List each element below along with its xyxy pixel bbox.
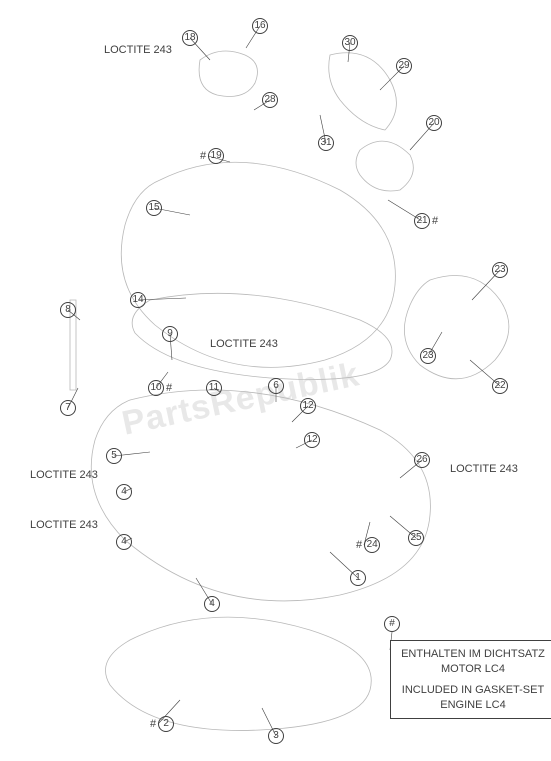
- callout-1: 1: [350, 570, 366, 586]
- callout-24: #24: [356, 537, 380, 553]
- note-line-1: ENTHALTEN IM DICHTSATZ: [401, 647, 545, 662]
- gasket-note-box: ENTHALTEN IM DICHTSATZ MOTOR LC4 INCLUDE…: [390, 640, 551, 719]
- callout-5: 5: [106, 448, 122, 464]
- callout-29: 29: [396, 58, 412, 74]
- callout-4: 4: [116, 484, 132, 500]
- label-loctite-4b: LOCTITE 243: [30, 520, 98, 531]
- note-line-2: MOTOR LC4: [401, 662, 545, 677]
- callout-19: #19: [200, 148, 224, 164]
- callout-10: 10#: [148, 380, 174, 396]
- callout-3: 3: [268, 728, 284, 744]
- callout-7: 7: [60, 400, 76, 416]
- label-loctite-26: LOCTITE 243: [450, 464, 518, 475]
- callout-11: 11: [206, 380, 222, 396]
- label-loctite-4a: LOCTITE 243: [30, 470, 98, 481]
- callout-6: 6: [268, 378, 284, 394]
- callout-23: 23: [492, 262, 508, 278]
- callout-18: 18: [182, 30, 198, 46]
- callout-20: 20: [426, 115, 442, 131]
- callout-25: 25: [408, 530, 424, 546]
- callout-14: 14: [130, 292, 146, 308]
- callout-12: 12: [304, 432, 320, 448]
- callout-12: 12: [300, 398, 316, 414]
- hash-marker: #: [384, 616, 400, 632]
- callout-21: 21#: [414, 213, 440, 229]
- callout-16: 16: [252, 18, 268, 34]
- callout-30: 30: [342, 35, 358, 51]
- callout-4: 4: [116, 534, 132, 550]
- label-loctite-18: LOCTITE 243: [104, 45, 172, 56]
- callout-2: #2: [150, 716, 174, 732]
- callout-28: 28: [262, 92, 278, 108]
- callout-22: 22: [492, 378, 508, 394]
- callout-15: 15: [146, 200, 162, 216]
- exploded-diagram: PartsRepublik LOCTITE 243LOCTITE 243LOCT…: [0, 0, 551, 761]
- callout-8: 8: [60, 302, 76, 318]
- callout-26: 26: [414, 452, 430, 468]
- callout-31: 31: [318, 135, 334, 151]
- callout-9: 9: [162, 326, 178, 342]
- callout-23: 23: [420, 348, 436, 364]
- callout-4: 4: [204, 596, 220, 612]
- note-line-4: ENGINE LC4: [401, 698, 545, 713]
- note-line-3: INCLUDED IN GASKET-SET: [401, 683, 545, 698]
- label-loctite-9: LOCTITE 243: [210, 339, 278, 350]
